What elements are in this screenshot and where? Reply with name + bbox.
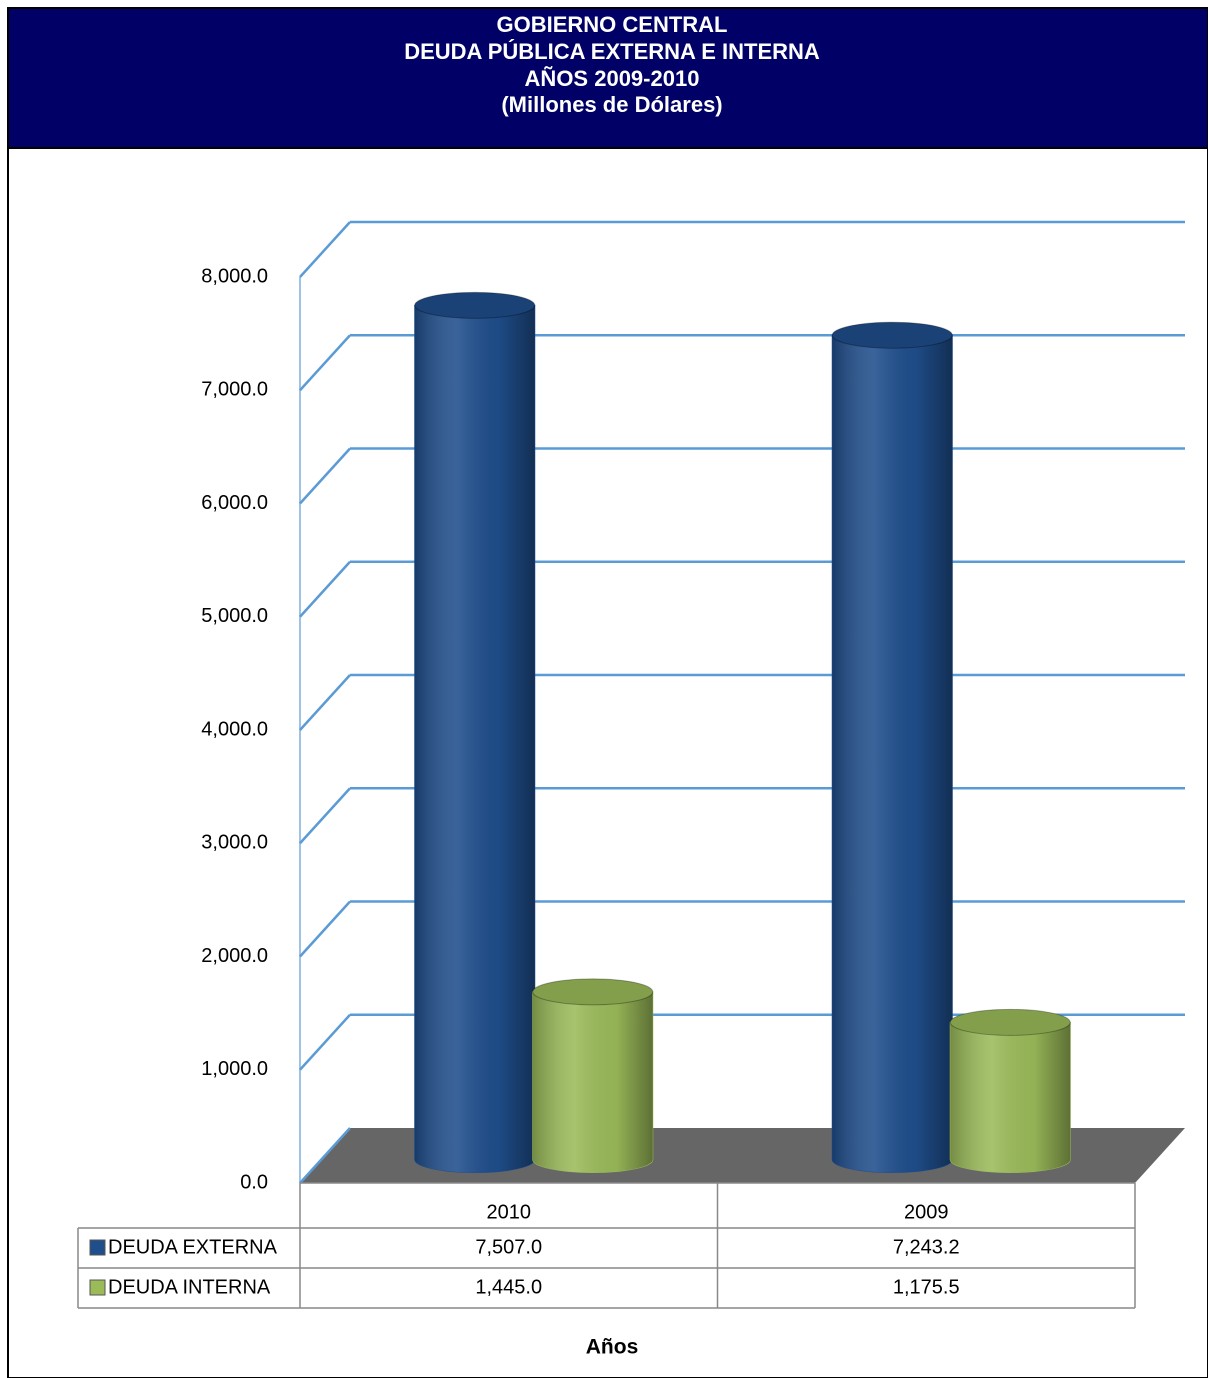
cylinder-top [831, 321, 953, 349]
tick-mark [299, 1013, 351, 1071]
legend-marker [89, 1239, 106, 1256]
chart-subtitle: (Millones de Dólares) [501, 92, 722, 117]
tick-mark [299, 1127, 351, 1184]
tick-mark [299, 674, 351, 731]
y-tick-label: 1,000.0 [201, 1058, 268, 1080]
y-tick-label: 7,000.0 [201, 379, 268, 401]
y-tick-label: 2,000.0 [201, 945, 268, 967]
y-tick-label: 0.0 [240, 1171, 268, 1193]
chart-title: GOBIERNO CENTRAL [497, 12, 728, 37]
cylinder-top [414, 291, 536, 319]
cylinder-shade [414, 305, 535, 1173]
table-value: 1,445.0 [475, 1276, 542, 1298]
cylinder-top-shade [832, 322, 953, 349]
x-tick-label: 2010 [487, 1201, 532, 1223]
cylinder-shade [832, 335, 953, 1173]
legend-marker [89, 1279, 106, 1296]
cylinder-top-shade [950, 1009, 1071, 1036]
y-tick-label: 4,000.0 [201, 718, 268, 740]
chart-subtitle: AÑOS 2009-2010 [525, 66, 700, 91]
cylinder-shade [950, 1022, 1071, 1173]
cylinder-top-shade [414, 292, 535, 319]
header [7, 7, 1208, 149]
tick-mark [299, 334, 351, 392]
cylinder-top [949, 1008, 1071, 1036]
legend-label: DEUDA INTERNA [108, 1276, 271, 1298]
tick-mark [299, 787, 351, 845]
table-value: 7,507.0 [475, 1236, 542, 1258]
tick-mark [299, 447, 351, 505]
legend-label: DEUDA EXTERNA [108, 1236, 278, 1258]
tick-mark [299, 221, 351, 278]
tick-mark [299, 560, 351, 618]
cylinder-top-shade [532, 978, 653, 1005]
table-value: 7,243.2 [893, 1236, 960, 1258]
tick-mark [299, 900, 351, 958]
y-tick-label: 8,000.0 [201, 265, 268, 287]
y-tick-label: 5,000.0 [201, 605, 268, 627]
table-value: 1,175.5 [893, 1276, 960, 1298]
x-tick-label: 2009 [904, 1201, 949, 1223]
cylinder-top [532, 978, 654, 1006]
chart-subtitle: DEUDA PÚBLICA EXTERNA E INTERNA [404, 39, 820, 64]
x-axis-label: Años [586, 1336, 639, 1359]
y-tick-label: 6,000.0 [201, 492, 268, 514]
y-tick-label: 3,000.0 [201, 832, 268, 854]
cylinder-shade [532, 991, 653, 1173]
